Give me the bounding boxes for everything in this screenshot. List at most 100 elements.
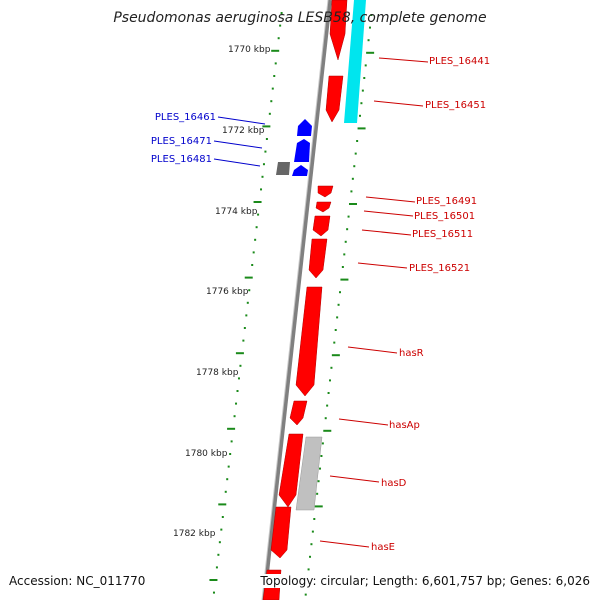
gene-label-ples-16481[interactable]: PLES_16481: [151, 154, 212, 165]
ruler-tick: [368, 26, 371, 29]
gene-label-ples-16511[interactable]: PLES_16511: [412, 229, 473, 240]
leader-ples-16461: [217, 116, 266, 125]
leader-ples-16511: [361, 229, 412, 236]
ruler-tick: [364, 64, 367, 67]
ruler-tick: [245, 314, 248, 317]
gene-label-hasR[interactable]: hasR: [399, 348, 424, 359]
gene-label-ples-16521[interactable]: PLES_16521: [409, 263, 470, 274]
gene-ples-16511[interactable]: [312, 215, 331, 237]
genome-summary-text: Topology: circular; Length: 6,601,757 bp…: [260, 574, 590, 588]
ruler-tick: [279, 24, 282, 27]
ruler-tick: [220, 528, 223, 531]
ruler-tick: [265, 138, 268, 140]
ruler-tick: [351, 177, 354, 180]
ruler-tick: [235, 352, 244, 355]
ruler-tick: [218, 503, 227, 506]
kbp-label: 1774 kbp: [215, 207, 258, 217]
ruler-tick: [366, 51, 375, 54]
ruler-tick: [271, 49, 280, 52]
ruler-tick: [331, 354, 340, 357]
leader-ples-16501: [363, 210, 414, 217]
gene-grey-feature[interactable]: [295, 436, 323, 511]
gene-hasAp[interactable]: [289, 400, 308, 426]
ruler-tick: [230, 440, 233, 443]
gene-ples-16501[interactable]: [315, 201, 332, 213]
gene-ples-16521[interactable]: [308, 238, 328, 279]
ruler-tick: [314, 505, 323, 508]
ruler-tick: [273, 75, 276, 77]
gene-hasE[interactable]: [270, 506, 292, 559]
leader-hasR: [347, 346, 398, 354]
ruler-tick: [262, 163, 265, 166]
ruler-tick: [367, 39, 370, 42]
ruler-tick: [242, 339, 245, 342]
ruler-tick: [261, 175, 264, 178]
kbp-label: 1776 kbp: [206, 287, 249, 297]
gene-ples-16441[interactable]: [329, 0, 348, 61]
ruler-tick: [337, 303, 340, 306]
ruler-tick: [336, 316, 339, 319]
ruler-tick: [333, 341, 336, 344]
gene-rna-feature[interactable]: [344, 0, 366, 123]
ruler-tick: [243, 327, 246, 329]
accession-text: Accession: NC_011770: [9, 574, 146, 588]
gene-ples-16491[interactable]: [317, 185, 334, 198]
gene-label-hasAp[interactable]: hasAp: [389, 420, 420, 431]
ruler-tick: [229, 453, 232, 455]
gene-label-ples-16461[interactable]: PLES_16461: [155, 112, 216, 123]
ruler-tick: [224, 490, 227, 493]
ruler-tick: [329, 379, 332, 382]
ruler-tick: [320, 455, 323, 457]
ruler-tick: [370, 14, 373, 16]
leader-hasAp: [338, 418, 389, 426]
leader-hasD: [329, 475, 380, 483]
ruler-tick: [248, 289, 251, 292]
gene-label-hasE[interactable]: hasE: [371, 542, 395, 553]
gene-ples-16481[interactable]: [292, 165, 308, 176]
gene-hasR[interactable]: [295, 286, 323, 397]
ruler-tick: [324, 417, 327, 420]
ruler-tick: [260, 188, 263, 191]
ruler-tick: [313, 518, 316, 520]
ruler-tick: [271, 87, 274, 90]
leader-ples-16491: [365, 196, 416, 203]
gene-label-hasD[interactable]: hasD: [381, 478, 407, 489]
ruler-tick: [268, 112, 271, 115]
gene-label-ples-16471[interactable]: PLES_16471: [151, 136, 212, 147]
kbp-label: 1780 kbp: [185, 449, 228, 459]
reverse-gene-labels: PLES_16461 PLES_16471 PLES_16481: [151, 112, 216, 165]
ruler-tick: [307, 568, 310, 571]
ruler-tick: [277, 37, 280, 40]
gene-hasD[interactable]: [278, 433, 304, 508]
ruler-tick: [350, 190, 353, 193]
gene-label-ples-16451[interactable]: PLES_16451: [425, 100, 486, 111]
kbp-labels: 1770 kbp 1772 kbp 1774 kbp 1776 kbp 1778…: [173, 45, 271, 539]
gene-ples-16471[interactable]: [294, 139, 310, 162]
leader-ples-16451: [373, 100, 424, 107]
ruler-tick: [246, 301, 249, 304]
gene-label-ples-16501[interactable]: PLES_16501: [414, 211, 475, 222]
ruler-tick: [348, 203, 357, 205]
gene-ples-16461[interactable]: [297, 119, 312, 136]
ruler-tick: [338, 291, 341, 294]
ruler-tick: [304, 593, 307, 596]
ruler-tick: [252, 251, 255, 254]
gene-label-ples-16491[interactable]: PLES_16491: [416, 196, 477, 207]
ruler-tick: [217, 553, 220, 556]
ruler-tick: [321, 442, 324, 445]
kbp-label: 1782 kbp: [173, 529, 216, 539]
ruler-tick: [209, 579, 218, 581]
ruler-tick: [239, 364, 242, 367]
ruler-tick: [227, 465, 230, 468]
gene-small-grey-feature[interactable]: [276, 162, 290, 175]
ruler-tick: [317, 480, 320, 483]
backbone-line: [262, 0, 332, 601]
ruler-tick: [255, 226, 258, 229]
gene-ples-16451[interactable]: [325, 75, 344, 123]
ruler-tick: [270, 100, 273, 103]
gene-label-ples-16441[interactable]: PLES_16441: [429, 56, 490, 67]
ruler-tick: [212, 591, 215, 594]
ruler-tick: [353, 165, 356, 168]
